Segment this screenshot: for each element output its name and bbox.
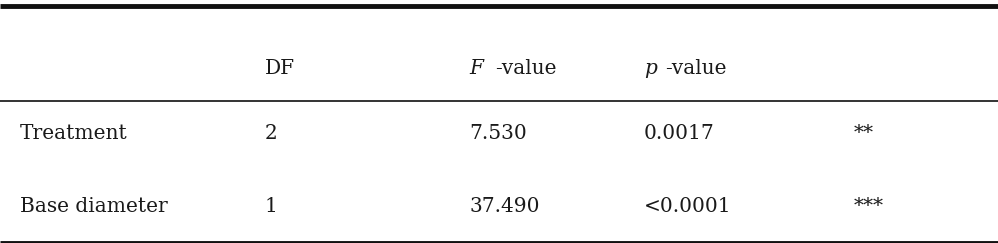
Text: 37.490: 37.490 bbox=[469, 197, 540, 216]
Text: -value: -value bbox=[665, 59, 727, 78]
Text: 2: 2 bbox=[264, 124, 277, 143]
Text: 1: 1 bbox=[264, 197, 277, 216]
Text: F: F bbox=[469, 59, 483, 78]
Text: 7.530: 7.530 bbox=[469, 124, 527, 143]
Text: ***: *** bbox=[853, 197, 883, 216]
Text: Treatment: Treatment bbox=[20, 124, 128, 143]
Text: p: p bbox=[644, 59, 657, 78]
Text: DF: DF bbox=[264, 59, 294, 78]
Text: -value: -value bbox=[495, 59, 557, 78]
Text: Base diameter: Base diameter bbox=[20, 197, 168, 216]
Text: **: ** bbox=[853, 124, 873, 143]
Text: 0.0017: 0.0017 bbox=[644, 124, 715, 143]
Text: <0.0001: <0.0001 bbox=[644, 197, 732, 216]
